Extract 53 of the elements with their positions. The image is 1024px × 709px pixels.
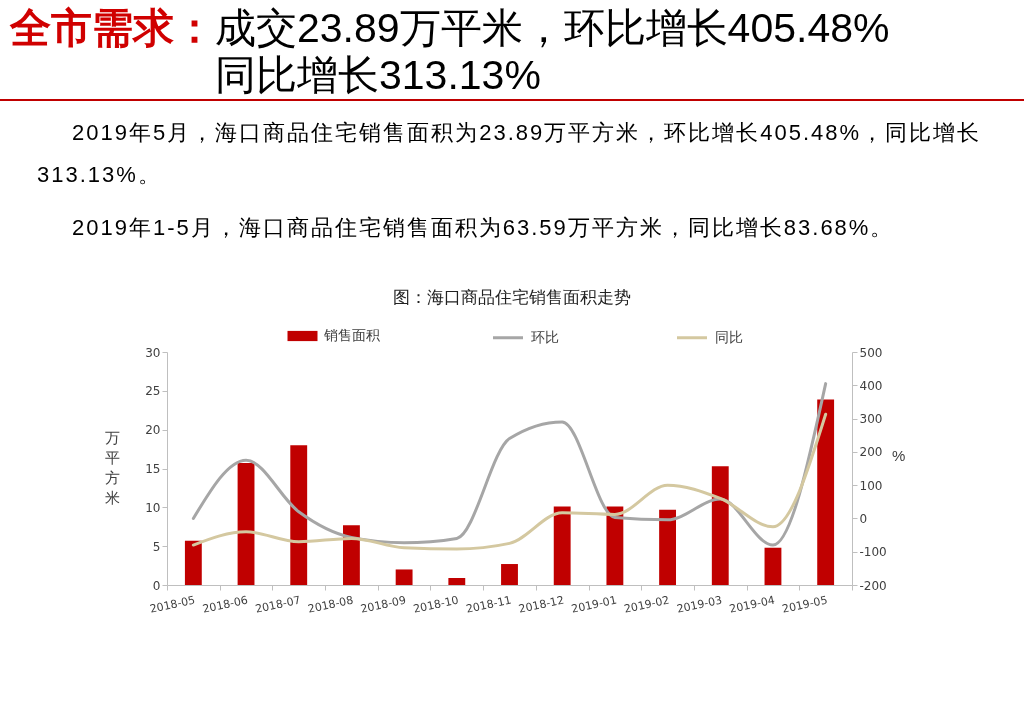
x-tick-label: 2019-02 <box>622 593 671 616</box>
y2-tick-label: 300 <box>859 412 883 427</box>
x-tick-label: 2019-04 <box>728 593 776 616</box>
x-tick-label: 2019-03 <box>675 593 724 616</box>
y-tick-label: 20 <box>145 423 161 438</box>
y2-tick-label: 100 <box>859 478 883 493</box>
bar <box>711 466 729 585</box>
x-tick-label: 2018-11 <box>464 593 513 616</box>
bar <box>342 525 360 585</box>
legend-label: 环比 <box>530 328 559 345</box>
x-tick-label: 2018-07 <box>254 593 302 616</box>
y-tick-label: 30 <box>145 345 161 360</box>
chart-subtitle: 成交23.89万平米，环比增长405.48%同比增长313.13% <box>215 5 891 99</box>
text: 图：海口商品住宅销售面积走势 <box>392 287 632 309</box>
x-tick-label: 2018-08 <box>306 593 355 616</box>
bar <box>184 540 202 585</box>
bar <box>237 463 255 585</box>
bar <box>290 445 308 585</box>
y2-tick-label: 0 <box>859 511 868 526</box>
chart-title: 全市需求： <box>10 5 215 52</box>
x-tick-label: 2018-10 <box>412 593 460 616</box>
x-tick-label: 2018-12 <box>517 593 566 616</box>
y2-tick-label: 200 <box>859 445 883 460</box>
y-tick-label: 0 <box>152 578 161 593</box>
bar <box>395 569 413 585</box>
x-tick-label: 2019-01 <box>570 593 618 616</box>
bar <box>817 399 835 585</box>
text: 2019年5月，海口商品住宅销售面积为23.89万平方米，环比增长405.48%，同比增长313.13%。 <box>37 119 983 189</box>
legend-label: 同比 <box>714 328 743 345</box>
y-tick-label: 15 <box>145 462 161 476</box>
x-tick-label: 2018-09 <box>359 593 408 616</box>
y-tick-label: 5 <box>152 539 161 554</box>
bar <box>553 506 571 585</box>
bar <box>501 564 518 585</box>
bar <box>448 578 466 585</box>
y-tick-label: 25 <box>145 384 161 399</box>
legend-label: 销售面积 <box>322 327 380 343</box>
y2-tick-label: -200 <box>859 578 887 593</box>
y2-tick-label: -100 <box>859 545 887 560</box>
x-tick-label: 2018-06 <box>201 593 250 616</box>
x-tick-label: 2019-05 <box>780 593 829 616</box>
y-tick-label: 10 <box>145 500 161 515</box>
line-series <box>191 382 828 547</box>
y2-tick-label: 400 <box>859 378 883 393</box>
line-series <box>191 412 828 551</box>
bar <box>764 547 782 585</box>
y2-axis-title: % <box>892 446 906 464</box>
y2-tick-label: 500 <box>859 345 883 360</box>
x-tick-label: 2018-05 <box>148 593 197 616</box>
bar <box>606 506 624 585</box>
text: 2019年1-5月，海口商品住宅销售面积为63.59万平方米，同比增长83.68%。 <box>71 214 896 242</box>
bar <box>659 509 677 585</box>
y-axis-title: 万平方米 <box>105 428 120 506</box>
